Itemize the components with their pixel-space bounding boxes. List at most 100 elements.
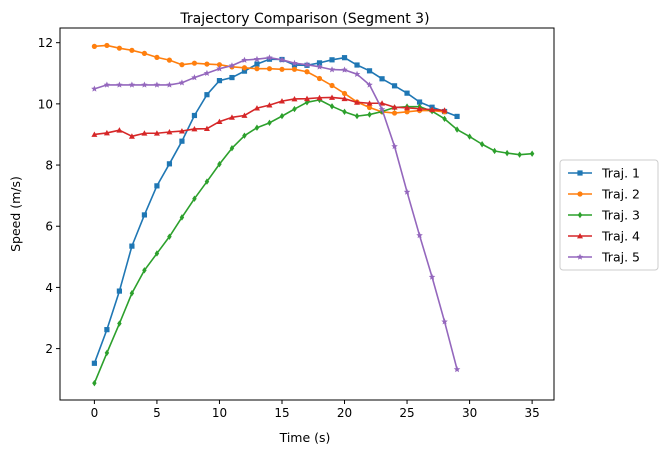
data-point [91,43,97,49]
chart-title: Trajectory Comparison (Segment 3) [179,11,429,27]
series-2 [91,42,448,116]
data-point [166,161,173,167]
data-point [129,290,135,297]
data-point [354,62,360,68]
data-point [228,62,236,69]
legend-swatch-marker [577,170,583,176]
data-point [104,327,110,333]
data-point [279,66,285,72]
data-point [116,45,123,51]
series-line [94,56,458,370]
data-point [104,42,110,49]
data-point [467,133,472,140]
data-point [316,75,323,82]
data-point [141,50,148,56]
data-point [179,62,185,68]
y-tick-label: 8 [45,159,53,173]
data-point [517,151,522,158]
legend-label: Traj. 5 [601,250,640,265]
data-point [329,82,335,89]
data-point [241,56,248,63]
data-point [329,103,335,110]
x-tick-label: 20 [337,406,352,420]
data-point [342,108,347,116]
data-point [292,105,297,113]
data-point [303,61,311,68]
data-point [128,81,136,88]
data-point [204,178,210,185]
y-tick-label: 6 [45,220,53,234]
data-point [242,132,247,139]
data-point [391,142,398,150]
legend-label: Traj. 2 [601,187,640,202]
data-point [229,145,235,152]
data-point [142,267,147,274]
data-point [404,109,410,115]
x-tick-label: 0 [91,406,99,420]
data-point [329,94,336,100]
data-point [166,57,173,63]
data-point [203,69,211,77]
data-point [166,129,173,135]
data-point [141,130,148,136]
data-point [416,232,423,239]
data-point [191,60,198,66]
series-line [93,99,533,384]
data-point [253,105,260,111]
legend-swatch-marker [577,233,583,239]
data-point [529,150,535,157]
series-3 [92,96,535,387]
legend-item: Traj. 1 [568,166,640,181]
data-point [92,379,97,387]
data-point [216,65,223,72]
data-point [441,318,448,325]
data-point [316,60,323,66]
y-axis-label: Speed (m/s) [8,176,23,252]
data-point [116,288,123,294]
data-point [291,66,298,72]
data-point [254,124,260,131]
y-tick-label: 4 [45,281,53,295]
data-point [266,56,273,62]
data-point [341,55,348,61]
data-point [216,62,223,68]
data-point [241,68,248,74]
data-point [304,95,310,102]
y-tick-label: 12 [38,36,53,50]
data-point [354,112,360,120]
data-point [204,92,210,98]
data-point [241,65,248,71]
data-point [329,57,335,63]
legend-label: Traj. 4 [601,229,640,244]
data-point [116,127,123,133]
axis-ticks: 0 5 10 15 20 25 30 35 2 4 6 8 10 12 [38,36,540,420]
data-point [228,114,235,120]
data-point [454,113,460,120]
legend-box [559,159,659,271]
data-point [178,79,186,86]
data-point [291,59,298,66]
data-point [492,147,497,155]
plot-area [91,42,535,387]
data-point [179,138,185,144]
data-point [316,94,323,101]
data-point [154,183,160,189]
data-point [304,69,310,75]
data-point [291,62,298,68]
data-point [341,66,348,73]
data-point [454,126,460,133]
data-point [379,76,385,82]
data-point [404,90,410,96]
series-5 [91,54,461,373]
data-point [229,74,235,81]
data-point [453,366,461,373]
data-point [191,112,198,119]
data-point [278,56,286,63]
legend-swatch-marker [577,211,583,219]
x-tick-label: 35 [524,406,539,420]
legend: Traj. 1 Traj. 2 Traj. 3 Traj. 4 Traj. 5 [559,159,659,271]
legend-swatch-marker [576,253,584,260]
y-tick-label: 10 [38,97,53,111]
data-point [241,112,248,118]
data-point [103,81,111,88]
